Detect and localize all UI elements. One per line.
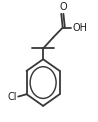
Text: OH: OH [72,23,87,33]
Text: O: O [60,2,67,12]
Text: Cl: Cl [8,92,17,102]
